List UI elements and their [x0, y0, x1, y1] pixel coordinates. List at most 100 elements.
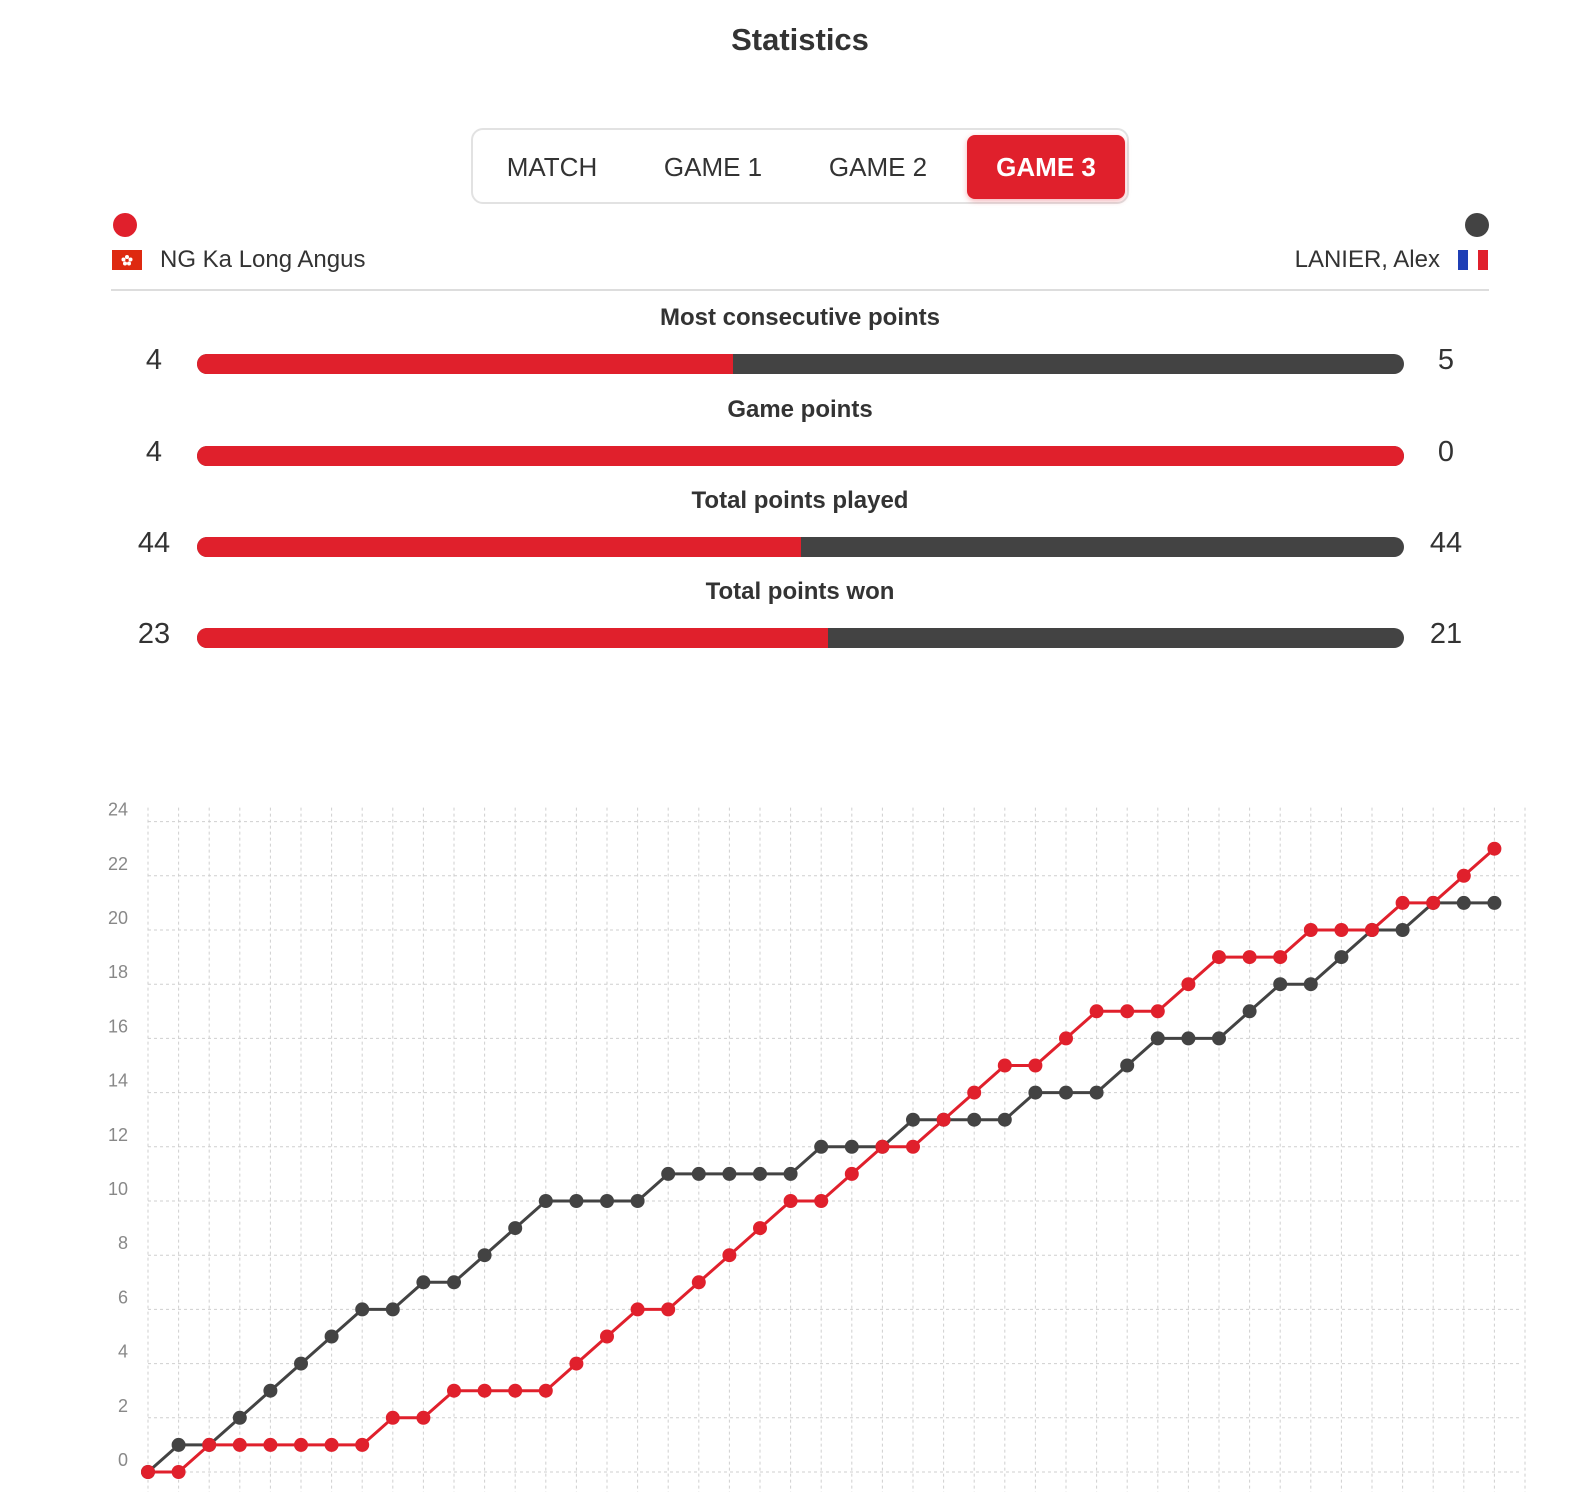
data-point — [906, 1112, 920, 1127]
tab-game-1[interactable]: GAME 1 — [663, 152, 763, 182]
france-flag-icon — [1458, 250, 1488, 270]
data-point — [416, 1410, 431, 1425]
data-point — [691, 1166, 706, 1181]
data-point — [1212, 950, 1226, 965]
data-point — [447, 1383, 461, 1398]
data-point — [783, 1194, 798, 1208]
data-point — [171, 1465, 186, 1479]
data-point — [722, 1166, 737, 1181]
stat-bar — [197, 628, 1404, 648]
data-point — [1059, 1031, 1073, 1046]
data-point — [1303, 923, 1318, 937]
right-player-name: LANIER, Alex — [1294, 246, 1440, 273]
data-point — [385, 1302, 400, 1317]
data-point — [1426, 895, 1441, 910]
data-point — [385, 1410, 400, 1425]
y-tick-label: 2 — [118, 1396, 128, 1416]
data-point — [1334, 923, 1349, 937]
stat-label-game-points: Game points — [727, 396, 873, 423]
data-point — [691, 1275, 706, 1290]
stat-bar-left-fill — [197, 446, 1404, 466]
data-point — [1089, 1085, 1104, 1100]
data-point — [477, 1383, 492, 1398]
data-point — [906, 1139, 920, 1154]
data-point — [844, 1166, 859, 1181]
data-point — [355, 1437, 370, 1452]
data-point — [997, 1058, 1012, 1073]
data-point — [324, 1437, 339, 1452]
data-point — [1273, 950, 1288, 965]
data-point — [661, 1166, 676, 1181]
data-point — [1487, 895, 1502, 910]
data-point — [722, 1248, 737, 1263]
data-point — [1242, 950, 1257, 965]
data-point — [508, 1221, 523, 1236]
data-point — [447, 1275, 461, 1290]
data-point — [1120, 1058, 1135, 1073]
data-point — [538, 1194, 553, 1208]
data-point — [630, 1194, 645, 1208]
data-point — [1150, 1031, 1165, 1046]
stat-label-points-played: Total points played — [691, 487, 909, 514]
data-point — [875, 1139, 890, 1154]
y-tick-label: 24 — [108, 800, 128, 820]
data-point — [783, 1166, 798, 1181]
stat-right-value: 21 — [1429, 618, 1463, 650]
data-point — [355, 1302, 370, 1317]
data-point — [232, 1410, 247, 1425]
y-tick-label: 20 — [108, 908, 128, 928]
stat-right-value: 0 — [1437, 436, 1455, 468]
stat-bar-left-fill — [197, 537, 801, 557]
stat-bar — [197, 354, 1404, 374]
data-point — [1334, 950, 1349, 965]
data-point — [263, 1383, 278, 1398]
stat-right-value: 5 — [1437, 344, 1455, 376]
y-tick-label: 18 — [108, 962, 128, 982]
y-tick-label: 10 — [108, 1179, 128, 1199]
data-point — [967, 1112, 982, 1127]
data-point — [232, 1437, 247, 1452]
data-point — [1395, 895, 1410, 910]
data-point — [753, 1166, 767, 1181]
data-point — [753, 1221, 767, 1236]
tab-game-3[interactable]: GAME 3 — [967, 135, 1125, 199]
data-point — [508, 1383, 523, 1398]
tab-game-2[interactable]: GAME 2 — [828, 152, 928, 182]
tab-match[interactable]: MATCH — [506, 152, 598, 182]
divider — [111, 289, 1489, 291]
data-point — [294, 1356, 308, 1371]
data-point — [967, 1085, 982, 1100]
data-point — [569, 1194, 584, 1208]
stat-bar — [197, 537, 1404, 557]
right-player-color-dot — [1465, 213, 1489, 237]
data-point — [324, 1329, 339, 1344]
y-tick-label: 22 — [108, 854, 128, 874]
data-point — [1089, 1004, 1104, 1019]
data-point — [538, 1383, 553, 1398]
stat-label-points-won: Total points won — [705, 578, 895, 605]
data-point — [1365, 923, 1379, 937]
stat-left-value: 23 — [137, 618, 171, 650]
game-tabs: MATCH GAME 1 GAME 2 GAME 3 — [471, 128, 1129, 204]
data-point — [844, 1139, 859, 1154]
stat-left-value: 4 — [145, 344, 163, 376]
y-tick-label: 14 — [108, 1071, 128, 1091]
data-point — [1059, 1085, 1073, 1100]
data-point — [1456, 895, 1471, 910]
data-point — [1456, 868, 1471, 883]
data-point — [600, 1329, 614, 1344]
left-player-name: NG Ka Long Angus — [160, 246, 366, 273]
stat-bar-left-fill — [197, 354, 733, 374]
data-point — [263, 1437, 278, 1452]
stat-label-consecutive: Most consecutive points — [659, 304, 941, 331]
data-point — [630, 1302, 645, 1317]
stat-left-value: 4 — [145, 436, 163, 468]
data-point — [1028, 1058, 1043, 1073]
left-player-color-dot — [113, 213, 137, 237]
y-tick-label: 6 — [118, 1287, 128, 1307]
data-point — [600, 1194, 614, 1208]
data-point — [1242, 1004, 1257, 1019]
data-point — [1181, 977, 1196, 992]
y-tick-label: 8 — [118, 1233, 128, 1253]
